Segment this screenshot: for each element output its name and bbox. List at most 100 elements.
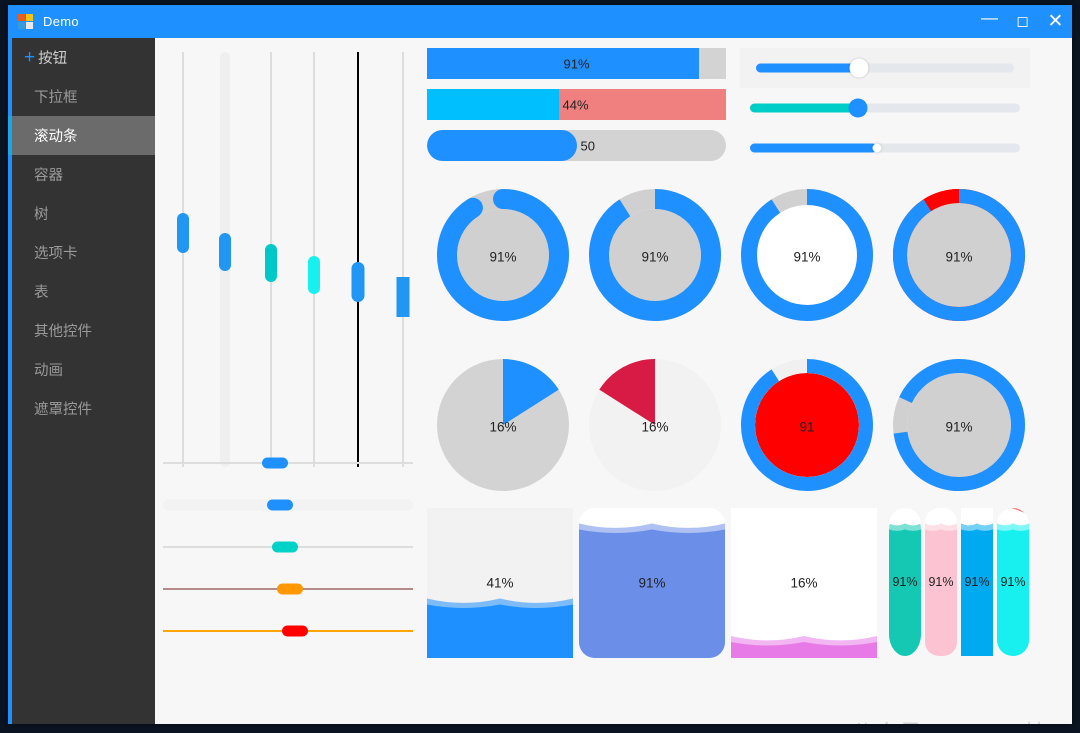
donut-7: 91 (731, 340, 883, 510)
progress-label: 50 (580, 138, 595, 153)
vertical-slider-2[interactable] (263, 52, 279, 467)
chart-row: 16% 16% 91 91% (427, 340, 1057, 510)
chart-label: 91% (945, 419, 973, 435)
slider-fill (750, 103, 858, 113)
watermark-text: 公众号 · DotNet技术匠 (851, 714, 1072, 724)
sidebar-item-label: 表 (34, 285, 49, 301)
sidebar-item-6[interactable]: 表 (12, 272, 155, 311)
horizontal-slider-2[interactable] (163, 526, 413, 568)
sidebar-item-1[interactable]: 下拉框 (12, 77, 155, 116)
bar-3: 91% (961, 508, 993, 656)
progress-label: 44% (562, 97, 589, 112)
slider-thumb[interactable] (849, 58, 869, 78)
sidebar-item-3[interactable]: 容器 (12, 155, 155, 194)
range-slider-body (750, 128, 1020, 168)
chart-label: 16% (641, 419, 669, 435)
slider-thumb[interactable] (276, 583, 303, 595)
title-bar: Demo — ◻ ✕ (8, 5, 1072, 38)
range-slider-1[interactable] (740, 88, 1030, 128)
bar-1: 91% (889, 508, 921, 656)
slider-track (182, 52, 184, 467)
pie-5: 16% (427, 340, 579, 510)
chart-label: 91% (793, 249, 821, 265)
progress-bar-2: 50 (427, 130, 726, 161)
bar-label: 91% (964, 575, 990, 589)
sidebar-item-label: 树 (34, 207, 49, 223)
wave-1: 41% (427, 508, 573, 658)
horizontal-slider-4[interactable] (163, 610, 413, 652)
widget-panel: 91% 44% 50 91% 91% 91% 91% 16% 16% 91 91% 41% 91% 1… (427, 38, 1072, 724)
range-slider-2[interactable] (740, 128, 1030, 168)
sidebar-item-label: 容器 (34, 168, 63, 184)
slider-track (402, 52, 404, 467)
content-area: 91% 44% 50 91% 91% 91% 91% 16% 16% 91 91% 41% 91% 1… (155, 38, 1072, 724)
sidebar-item-4[interactable]: 树 (12, 194, 155, 233)
horizontal-slider-1[interactable] (163, 484, 413, 526)
slider-track (750, 103, 1020, 113)
slider-track (750, 143, 1020, 153)
vertical-slider-group (169, 52, 423, 467)
watermark: 公众号 · DotNet技术匠 (815, 714, 1072, 724)
horizontal-slider-3[interactable] (163, 568, 413, 610)
wave-3: 16% (731, 508, 877, 658)
donut-3: 91% (731, 170, 883, 340)
sidebar-item-5[interactable]: 选项卡 (12, 233, 155, 272)
horizontal-slider-0[interactable] (163, 442, 413, 484)
sidebar-item-label: 动画 (34, 363, 63, 379)
slider-thumb[interactable] (262, 457, 289, 469)
sidebar-item-2[interactable]: 滚动条 (8, 116, 155, 155)
slider-thumb[interactable] (281, 625, 308, 637)
vertical-slider-0[interactable] (175, 52, 191, 467)
slider-track (756, 63, 1014, 73)
sidebar-item-label: 其他控件 (34, 324, 92, 340)
sidebar-item-label: 滚动条 (34, 129, 78, 145)
donut-1: 91% (427, 170, 579, 340)
slider-thumb[interactable] (308, 255, 320, 294)
sidebar-item-7[interactable]: 其他控件 (12, 311, 155, 350)
pie-6: 16% (579, 340, 731, 510)
sidebar-item-label: 选项卡 (34, 246, 78, 262)
slider-thumb[interactable] (272, 541, 298, 553)
wave-label: 16% (790, 575, 818, 591)
slider-thumb[interactable] (177, 213, 189, 254)
bar-2: 91% (925, 508, 957, 656)
progress-fill (427, 89, 559, 120)
sidebar-item-label: 按钮 (38, 51, 68, 67)
range-slider-body (750, 88, 1020, 128)
range-slider-0[interactable] (740, 48, 1030, 88)
vertical-slider-5[interactable] (395, 52, 411, 467)
sidebar: + 按钮下拉框滚动条容器树选项卡表其他控件动画遮罩控件 (8, 38, 155, 724)
progress-bar-1: 44% (427, 89, 726, 120)
minimize-button[interactable]: — (981, 8, 998, 27)
sidebar-item-8[interactable]: 动画 (12, 350, 155, 389)
maximize-button[interactable]: ◻ (1016, 13, 1029, 30)
vertical-slider-1[interactable] (217, 52, 233, 467)
wave-label: 41% (486, 575, 514, 591)
slider-thumb[interactable] (872, 143, 882, 153)
slider-thumb[interactable] (351, 262, 365, 302)
progress-bar-0: 91% (427, 48, 726, 79)
range-slider-body (756, 48, 1014, 88)
progress-label: 91% (563, 56, 590, 71)
bar-label: 91% (928, 575, 954, 589)
slider-thumb[interactable] (219, 232, 231, 271)
wave-2: 91% (579, 508, 725, 658)
vertical-slider-3[interactable] (306, 52, 322, 467)
progress-fill (427, 48, 700, 79)
slider-fill (750, 143, 877, 153)
sidebar-item-0[interactable]: + 按钮 (12, 38, 155, 77)
slider-thumb[interactable] (848, 98, 868, 118)
bar-label: 91% (1000, 575, 1026, 589)
chart-label: 91% (641, 249, 669, 265)
app-logo-icon (18, 14, 34, 29)
sidebar-item-label: 下拉框 (34, 90, 78, 106)
slider-thumb[interactable] (265, 244, 277, 283)
horizontal-slider-group (163, 442, 413, 652)
close-button[interactable]: ✕ (1047, 11, 1064, 32)
window-controls: — ◻ ✕ (973, 5, 1072, 38)
sidebar-item-9[interactable]: 遮罩控件 (12, 389, 155, 428)
slider-track (357, 52, 359, 467)
slider-thumb[interactable] (396, 277, 410, 317)
vertical-slider-4[interactable] (350, 52, 366, 467)
slider-thumb[interactable] (267, 499, 294, 511)
